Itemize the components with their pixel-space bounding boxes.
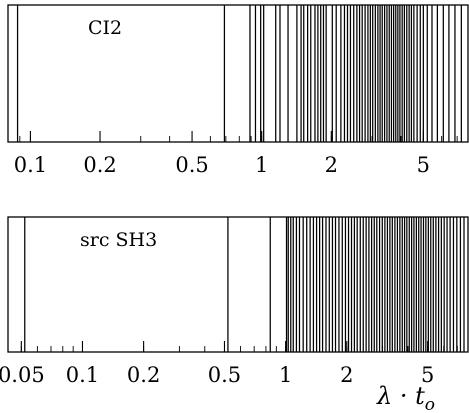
panel-label-src-sh3: src SH3 xyxy=(80,229,157,251)
x-axis-title: λ · to xyxy=(376,382,435,413)
spike-series-ci2 xyxy=(16,5,462,142)
panel-label-ci2: CI2 xyxy=(88,17,122,39)
tick-label-ci2-0: 0.1 xyxy=(14,153,47,177)
spike-series-src-sh3 xyxy=(24,217,465,352)
plot-frame-src-sh3 xyxy=(7,216,469,353)
tick-label-ci2-5: 5 xyxy=(417,153,430,177)
chart-panel-src-sh3: 0.05 0.1 0.2 0.5 1 2 5 src SH3 xyxy=(0,216,469,387)
plot-frame-ci2 xyxy=(7,4,469,143)
tick-label-ci2-2: 0.5 xyxy=(175,153,208,177)
tick-label-src-sh3-1: 0.1 xyxy=(66,363,99,387)
tick-label-src-sh3-2: 0.2 xyxy=(127,363,160,387)
tick-label-ci2-1: 0.2 xyxy=(83,153,116,177)
tick-label-src-sh3-3: 0.5 xyxy=(208,363,241,387)
x-axis-ci2: 0.1 0.2 0.5 1 2 5 xyxy=(7,131,458,177)
tick-label-src-sh3-5: 2 xyxy=(340,363,353,387)
tick-label-src-sh3-0: 0.05 xyxy=(0,363,45,387)
tick-label-ci2-3: 1 xyxy=(255,153,268,177)
tick-label-src-sh3-4: 1 xyxy=(279,363,292,387)
tick-label-src-sh3-6: 5 xyxy=(421,363,434,387)
x-axis-src-sh3: 0.05 0.1 0.2 0.5 1 2 5 xyxy=(0,341,458,387)
tick-label-ci2-4: 2 xyxy=(325,153,338,177)
chart-panel-ci2: 0.1 0.2 0.5 1 2 5 CI2 xyxy=(7,4,469,177)
